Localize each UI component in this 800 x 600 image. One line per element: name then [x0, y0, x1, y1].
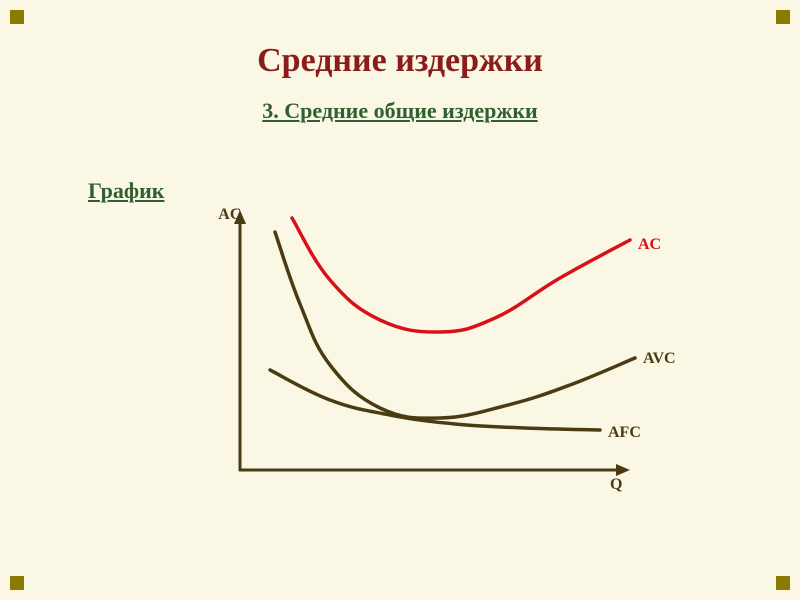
curve-label-afc: AFC	[608, 424, 641, 442]
graph-label: График	[88, 178, 164, 204]
chart-svg	[220, 210, 660, 490]
curve-label-ac: AC	[638, 236, 661, 254]
corner-marker-bl	[10, 576, 24, 590]
y-axis-label: AC	[218, 206, 241, 224]
curve-label-avc: AVC	[643, 350, 676, 368]
corner-marker-br	[776, 576, 790, 590]
x-axis-label: Q	[610, 476, 622, 494]
corner-marker-tl	[10, 10, 24, 24]
corner-marker-tr	[776, 10, 790, 24]
slide: Средние издержки 3. Средние общие издерж…	[0, 0, 800, 600]
chart-area: AC Q AC AVC AFC	[220, 210, 660, 490]
subtitle: 3. Средние общие издержки	[0, 98, 800, 124]
page-title: Средние издержки	[0, 0, 800, 80]
